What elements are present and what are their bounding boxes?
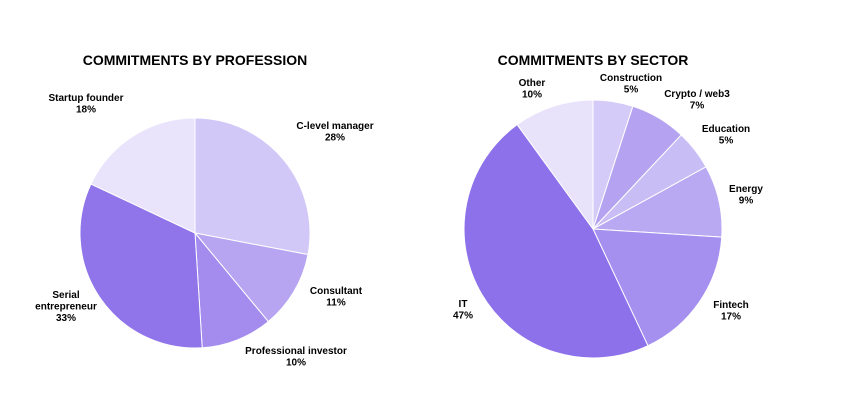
sector-label-education: Education 5% [702,124,750,147]
sector-label-fintech: Fintech 17% [713,300,749,323]
sector-slice-fintech [592,228,723,347]
profession-slice-startup-founder [90,117,196,234]
sector-labels: Construction 5% Crypto / web3 7% Education 5%… [453,73,763,323]
profession-pie-chart: COMMITMENTS BY PROFESSION C-level manage… [35,52,374,369]
profession-label-professional-investor: Professional investor 10% [245,346,347,369]
profession-labels: C-level manager 28% Consultant 11% Professio… [35,93,374,369]
profession-slice-serial-entrepreneur [79,183,203,349]
profession-slice-c-level-manager [194,117,311,256]
sector-label-energy: Energy 9% [729,184,763,207]
sector-slice-other [516,99,594,231]
profession-slice-consultant [193,232,309,323]
profession-label-c-level-manager: C-level manager 28% [296,121,373,144]
profession-label-consultant: Consultant 11% [310,286,363,309]
sector-slices [463,99,723,359]
profession-label-serial-entrepreneur: Serial entrepreneur 33% [35,290,97,324]
profession-slice-professional-investor [194,231,270,349]
profession-chart-title: COMMITMENTS BY PROFESSION [83,52,308,68]
sector-label-crypto-web3: Crypto / web3 7% [664,89,730,112]
sector-slice-it [463,123,649,359]
profession-label-startup-founder: Startup founder 18% [49,93,124,116]
sector-pie-chart: COMMITMENTS BY SECTOR Construction 5% Cryp… [453,52,763,359]
sector-label-construction: Construction 5% [600,73,662,96]
sector-label-other: Other 10% [519,78,546,101]
profession-slices [79,117,311,349]
sector-label-it: IT 47% [453,299,473,322]
sector-chart-title: COMMITMENTS BY SECTOR [498,52,689,68]
